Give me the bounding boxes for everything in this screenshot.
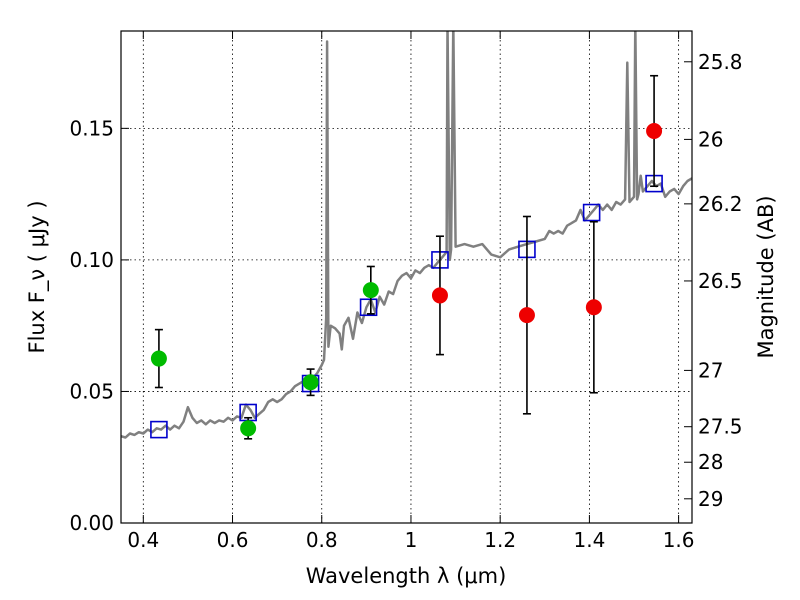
y-axis-title: Flux F_ν ( μJy ) <box>25 200 50 353</box>
right-tick-label: 29 <box>698 487 723 511</box>
plot-area <box>121 31 692 440</box>
right-tick-label: 27 <box>698 358 723 382</box>
red-data-point <box>646 122 663 139</box>
x-axis-title: Wavelength λ (μm) <box>306 564 507 588</box>
x-tick-label: 1.4 <box>573 528 605 552</box>
grid-lines <box>121 31 692 524</box>
model-photometry-square <box>150 420 168 439</box>
x-tick-label: 1.6 <box>663 528 695 552</box>
y-tick-label: 0.10 <box>69 248 114 272</box>
x-tick-label: 0.8 <box>306 528 338 552</box>
plot-frame <box>120 30 693 524</box>
red-data-point <box>518 307 535 324</box>
right-axis-title: Magnitude (AB) <box>754 195 778 358</box>
right-tick-label: 26.5 <box>698 269 743 293</box>
x-tick-label: 1 <box>405 528 418 552</box>
green-data-point <box>240 420 257 437</box>
right-tick-label: 27.5 <box>698 415 743 439</box>
green-data-point <box>362 282 379 299</box>
series-layer <box>121 31 692 440</box>
right-tick-label: 26 <box>698 127 723 151</box>
model-photometry-square <box>359 298 378 317</box>
y-tick-label: 0.00 <box>69 511 114 535</box>
right-tick-label: 25.8 <box>698 50 743 74</box>
green-data-point <box>302 374 319 391</box>
x-tick-label: 0.4 <box>127 528 159 552</box>
y-tick-label: 0.15 <box>69 116 114 140</box>
red-data-point <box>585 299 602 316</box>
x-tick-label: 1.2 <box>484 528 516 552</box>
right-tick-label: 28 <box>698 450 723 474</box>
green-data-point <box>150 350 167 367</box>
x-tick-label: 0.6 <box>217 528 249 552</box>
model-photometry-square <box>582 203 601 222</box>
right-tick-label: 26.2 <box>698 192 743 216</box>
y-tick-label: 0.05 <box>69 379 114 403</box>
axes: 0.4 0.6 0.8 1 1.2 1.4 1.6 0.00 0.05 0.10 0.15 25.8 2… <box>69 30 743 552</box>
red-data-point <box>431 287 448 304</box>
model-spectrum-line <box>121 31 692 439</box>
